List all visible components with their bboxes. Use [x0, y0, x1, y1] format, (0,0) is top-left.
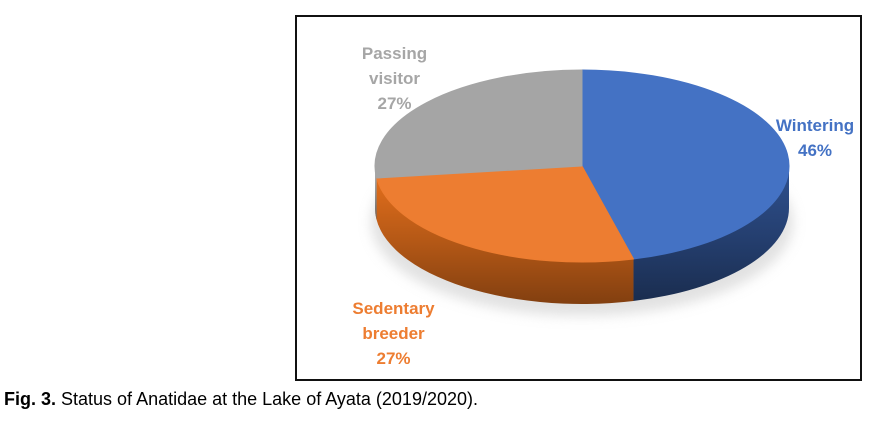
figure-caption: Fig. 3. Status of Anatidae at the Lake o… — [4, 389, 478, 410]
pie-rim-sedentary-breeder — [375, 166, 634, 304]
pie-label-line: 27% — [377, 94, 412, 113]
pie-slice-wintering — [581, 69, 790, 260]
pie-label-line: breeder — [362, 324, 425, 343]
figure-caption-prefix: Fig. 3. — [4, 389, 57, 409]
pie-chart — [371, 69, 793, 316]
pie-rim-passing-visitor — [375, 166, 377, 221]
pie-label-wintering: Wintering 46% — [755, 113, 875, 163]
figure-caption-text: Status of Anatidae at the Lake of Ayata … — [56, 389, 478, 409]
pie-label-line: Passing — [361, 44, 428, 63]
pie-slice-sedentary-breeder — [376, 165, 634, 263]
pie-label-sedentary-breeder: Sedentary breeder 27% — [326, 296, 461, 371]
pie-label-line: 46% — [797, 141, 833, 160]
pie-label-passing-visitor: Passing visitor 27% — [327, 41, 462, 116]
pie-label-line: visitor — [368, 69, 421, 88]
pie-label-line: 27% — [376, 349, 411, 368]
pie-label-line: Sedentary — [352, 299, 435, 318]
pie-slice-passing-visitor — [374, 69, 583, 179]
pie-rim-wintering — [633, 166, 789, 301]
pie-label-line: Wintering — [775, 116, 855, 135]
chart-figure-box: Wintering 46% Sedentary breeder 27% Pass… — [295, 15, 862, 381]
